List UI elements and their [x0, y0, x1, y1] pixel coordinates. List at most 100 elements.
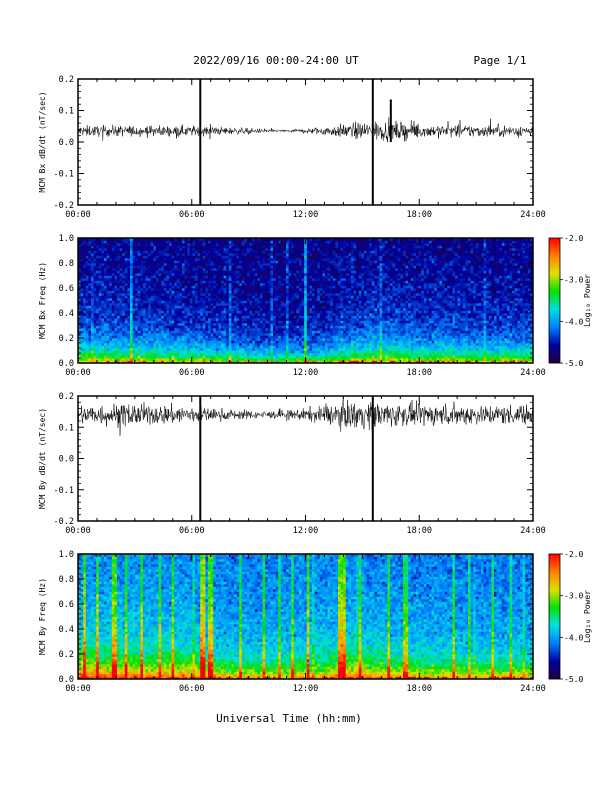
- heatmap-cell: [80, 273, 84, 276]
- heatmap-cell: [104, 345, 107, 349]
- heatmap-cell: [184, 325, 188, 329]
- heatmap-cell: [156, 303, 159, 306]
- heatmap-cell: [247, 335, 250, 339]
- heatmap-cell: [111, 293, 115, 296]
- heatmap-cell: [169, 328, 172, 331]
- heatmap-cell: [215, 360, 219, 364]
- heatmap-cell: [223, 278, 227, 281]
- heatmap-cell: [135, 273, 139, 276]
- heatmap-cell: [296, 243, 300, 246]
- heatmap-cell: [143, 335, 146, 339]
- heatmap-cell: [215, 290, 219, 294]
- heatmap-cell: [226, 295, 230, 299]
- heatmap-cell: [304, 320, 308, 324]
- heatmap-cell: [98, 280, 102, 284]
- heatmap-cell: [244, 353, 248, 356]
- heatmap-cell: [234, 260, 237, 264]
- heatmap-cell: [202, 345, 206, 349]
- heatmap-cell: [283, 273, 287, 276]
- heatmap-cell: [244, 283, 248, 286]
- heatmap-cell: [304, 315, 308, 319]
- heatmap-cell: [322, 295, 326, 299]
- heatmap-cell: [78, 305, 81, 309]
- heatmap-cell: [145, 273, 149, 276]
- heatmap-cell: [200, 328, 204, 331]
- heatmap-cell: [111, 353, 115, 356]
- heatmap-cell: [327, 350, 331, 354]
- heatmap-cell: [270, 285, 274, 289]
- heatmap-cell: [322, 248, 326, 251]
- heatmap-cell: [130, 265, 133, 269]
- heatmap-cell: [80, 258, 84, 261]
- heatmap-cell: [319, 358, 323, 361]
- heatmap-cell: [78, 238, 81, 241]
- heatmap-cell: [260, 308, 263, 311]
- heatmap-cell: [252, 290, 256, 294]
- heatmap-cell: [111, 325, 115, 329]
- heatmap-cell: [158, 265, 162, 269]
- heatmap-cell: [291, 258, 295, 261]
- heatmap-cell: [161, 240, 165, 244]
- heatmap-cell: [80, 260, 84, 264]
- heatmap-cell: [208, 358, 211, 361]
- heatmap-cell: [249, 355, 253, 359]
- heatmap-cell: [239, 253, 243, 256]
- heatmap-cell: [247, 318, 250, 321]
- heatmap-cell: [231, 355, 235, 359]
- heatmap-cell: [296, 255, 300, 259]
- heatmap-cell: [163, 290, 167, 294]
- heatmap-cell: [114, 240, 118, 244]
- heatmap-cell: [218, 298, 222, 301]
- heatmap-cell: [226, 300, 230, 304]
- heatmap-cell: [327, 303, 331, 306]
- heatmap-cell: [226, 330, 230, 334]
- heatmap-cell: [106, 300, 110, 304]
- heatmap-cell: [241, 285, 245, 289]
- heatmap-cell: [187, 360, 191, 364]
- heatmap-cell: [114, 268, 118, 271]
- heatmap-cell: [192, 300, 196, 304]
- heatmap-cell: [283, 338, 287, 341]
- heatmap-cell: [124, 343, 128, 346]
- heatmap-cell: [106, 253, 110, 256]
- heatmap-cell: [122, 320, 126, 324]
- heatmap-cell: [137, 360, 141, 364]
- heatmap-cell: [267, 313, 271, 316]
- heatmap-cell: [122, 355, 126, 359]
- heatmap-cell: [208, 308, 211, 311]
- heatmap-cell: [80, 275, 84, 279]
- heatmap-cell: [265, 325, 269, 329]
- heatmap-cell: [171, 355, 175, 359]
- heatmap-cell: [143, 310, 146, 314]
- heatmap-cell: [312, 255, 315, 259]
- heatmap-cell: [153, 260, 157, 264]
- heatmap-cell: [161, 335, 165, 339]
- heatmap-cell: [114, 288, 118, 291]
- heatmap-cell: [317, 280, 321, 284]
- heatmap-cell: [156, 273, 159, 276]
- heatmap-cell: [296, 283, 300, 286]
- heatmap-cell: [325, 360, 328, 364]
- heatmap-cell: [143, 240, 146, 244]
- heatmap-cell: [218, 238, 222, 241]
- heatmap-cell: [187, 315, 191, 319]
- heatmap-cell: [202, 355, 206, 359]
- heatmap-cell: [265, 245, 269, 249]
- heatmap-cell: [254, 290, 258, 294]
- heatmap-cell: [174, 340, 178, 344]
- heatmap-cell: [210, 333, 214, 336]
- heatmap-cell: [80, 310, 84, 314]
- heatmap-cell: [286, 305, 289, 309]
- heatmap-cell: [143, 288, 146, 291]
- heatmap-cell: [163, 248, 167, 251]
- heatmap-cell: [213, 285, 217, 289]
- heatmap-cell: [195, 308, 198, 311]
- heatmap-cell: [218, 280, 222, 284]
- heatmap-cell: [234, 293, 237, 296]
- heatmap-cell: [169, 300, 172, 304]
- heatmap-cell: [158, 343, 162, 346]
- heatmap-cell: [156, 295, 159, 299]
- heatmap-cell: [171, 348, 175, 351]
- heatmap-cell: [319, 300, 323, 304]
- heatmap-cell: [221, 345, 224, 349]
